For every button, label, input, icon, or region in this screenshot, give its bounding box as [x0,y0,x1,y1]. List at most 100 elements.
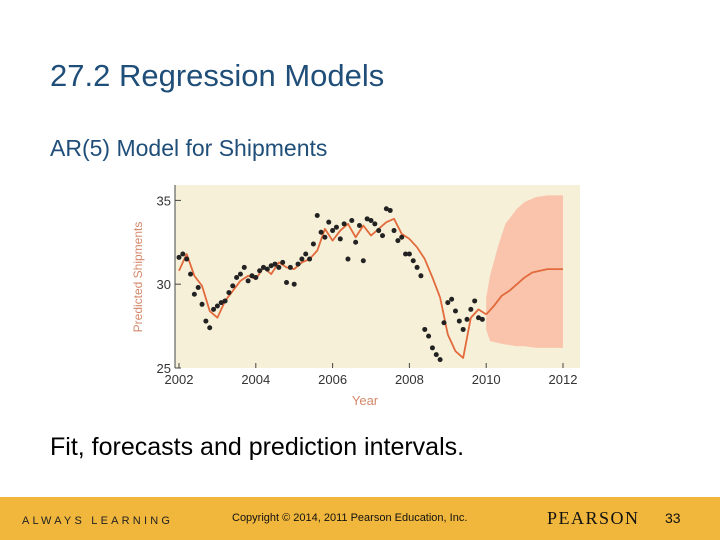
data-point [191,291,197,297]
data-point [322,234,328,240]
data-point [387,207,393,213]
data-point [341,221,347,227]
data-point [214,303,220,309]
forecast-line [485,268,563,315]
data-point [456,318,462,324]
data-point [356,223,362,229]
y-axis-label: Predicted Shipments [131,222,145,333]
data-point [222,298,228,304]
data-point [218,300,224,306]
data-point [268,263,274,269]
observed-points-layer [176,206,485,363]
axis-ticks-layer: 2002 2004 2006 2008 2010 2012 25 30 35 [157,193,578,387]
data-point [429,345,435,351]
data-point [207,325,213,331]
data-point [403,251,409,257]
data-point [426,333,432,339]
data-point [437,357,443,363]
data-point [395,238,401,244]
data-point [414,264,420,270]
data-point [449,296,455,302]
data-point [303,251,309,257]
footer-bar: ALWAYS LEARNING Copyright © 2014, 2011 P… [0,497,720,540]
data-point [318,229,324,235]
prediction-interval-layer [486,195,563,348]
data-point [452,308,458,314]
data-point [211,306,217,312]
data-point [264,266,270,272]
x-tick-label: 2008 [395,372,424,387]
data-point [299,256,305,262]
data-point [253,274,259,280]
data-point [383,206,389,212]
data-point [422,326,428,332]
data-point [234,274,240,280]
data-point [230,283,236,289]
slide-subtitle: AR(5) Model for Shipments [50,135,328,161]
data-point [291,281,297,287]
data-point [237,271,243,277]
page-title: 27.2 Regression Models [50,58,385,93]
data-point [418,273,424,279]
x-tick-label: 2012 [549,372,578,387]
data-point [360,258,366,264]
data-point [195,285,201,291]
data-point [345,256,351,262]
data-point [410,258,416,264]
y-tick-label: 30 [157,277,171,292]
data-point [188,271,194,277]
data-point [245,278,251,284]
x-tick-label: 2004 [241,372,270,387]
data-point [284,280,290,286]
pearson-logo: PEARSON [547,508,640,528]
x-tick-label: 2002 [165,372,194,387]
data-point [368,217,374,223]
data-point [203,318,209,324]
ar5-shipments-chart: 2002 2004 2006 2008 2010 2012 25 30 35 Year Pred… [131,185,580,408]
data-point [276,264,282,270]
data-point [376,228,382,234]
data-point [314,212,320,218]
data-point [330,228,336,234]
data-point [479,316,485,322]
data-point [433,352,439,358]
data-point [260,264,266,270]
prediction-interval-band [486,195,563,348]
data-point [476,315,482,321]
y-tick-label: 35 [157,193,171,208]
data-point [199,301,205,307]
data-point [241,264,247,270]
data-point [472,298,478,304]
data-point [249,273,255,279]
data-point [333,224,339,230]
data-point [364,216,370,222]
footer-copyright: Copyright © 2014, 2011 Pearson Education… [232,512,468,524]
x-tick-label: 2010 [472,372,501,387]
page-number: 33 [665,510,681,526]
x-axis-label: Year [352,393,379,408]
footer-tagline: ALWAYS LEARNING [22,515,174,527]
data-point [406,251,412,257]
data-point [310,241,316,247]
data-point [468,306,474,312]
data-point [184,256,190,262]
data-point [326,219,332,225]
data-point [445,300,451,306]
data-point [349,217,355,223]
data-point [272,261,278,267]
data-point [180,251,186,257]
data-point [337,236,343,242]
data-point [353,239,359,245]
data-point [257,268,263,274]
data-point [460,326,466,332]
data-point [391,228,397,234]
x-tick-label: 2006 [318,372,347,387]
data-point [307,256,313,262]
data-point [372,221,378,227]
slide-caption: Fit, forecasts and prediction intervals. [50,433,465,461]
data-point [176,254,182,260]
data-point [441,320,447,326]
data-point [287,264,293,270]
data-point [295,261,301,267]
data-point [280,259,286,265]
